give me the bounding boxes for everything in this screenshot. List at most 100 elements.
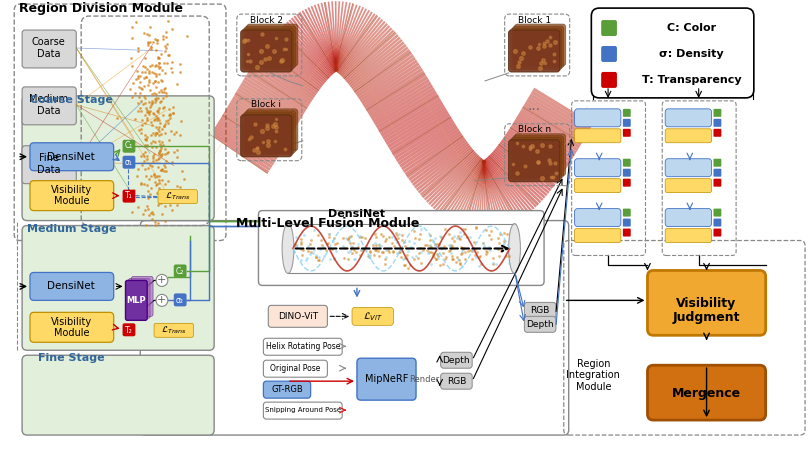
Point [166,104,179,111]
Point [162,148,175,155]
Point [452,255,465,262]
Point [347,239,360,246]
Point [146,121,159,128]
Point [167,187,180,194]
Point [149,156,162,163]
FancyBboxPatch shape [574,208,621,227]
Point [453,259,466,267]
Point [477,240,490,247]
Point [156,142,169,149]
Point [469,253,482,261]
Point [153,64,166,71]
FancyBboxPatch shape [246,24,298,66]
Point [480,227,493,234]
Point [270,35,283,42]
Point [400,254,413,261]
Point [142,70,155,77]
Point [149,99,162,106]
Point [267,122,280,130]
Point [356,233,368,241]
Polygon shape [515,117,575,157]
Text: σ₂: σ₂ [175,296,183,305]
Text: Fine
Data: Fine Data [37,153,61,175]
FancyBboxPatch shape [30,312,114,342]
FancyBboxPatch shape [263,381,310,398]
Point [242,36,255,43]
Point [377,248,389,256]
Polygon shape [482,160,520,221]
Polygon shape [390,115,451,154]
Point [141,152,154,160]
Point [428,235,441,242]
Point [158,42,171,49]
Point [391,232,404,239]
Polygon shape [334,3,351,71]
Point [305,249,318,256]
Point [125,62,138,70]
Point [166,109,179,116]
Polygon shape [406,136,465,178]
FancyBboxPatch shape [268,305,327,327]
Text: Medium
Data: Medium Data [29,94,68,116]
Point [524,143,537,150]
Point [544,142,557,150]
Point [154,98,166,106]
Polygon shape [435,157,482,212]
Point [148,150,161,157]
Point [139,136,152,143]
Point [427,250,440,257]
Ellipse shape [282,223,294,273]
Point [159,90,172,97]
FancyBboxPatch shape [123,190,136,202]
Point [166,207,179,214]
Point [317,243,330,250]
Point [358,245,371,253]
Point [134,152,147,160]
Point [512,59,525,66]
Point [173,61,186,68]
Point [380,253,393,260]
Point [149,116,162,123]
Point [261,42,274,50]
Point [151,219,164,227]
Point [439,226,452,233]
Point [548,51,561,58]
Point [139,73,152,80]
Point [157,32,170,39]
FancyBboxPatch shape [512,136,564,178]
Polygon shape [334,5,361,71]
Point [433,232,446,239]
Point [370,246,383,253]
Polygon shape [485,158,530,214]
Point [133,93,146,101]
FancyBboxPatch shape [512,26,564,68]
Point [395,236,408,243]
Polygon shape [478,161,486,230]
Point [411,254,424,261]
Point [345,243,358,250]
Point [336,235,349,242]
Point [434,261,447,268]
Polygon shape [324,2,338,71]
Polygon shape [342,27,393,78]
Point [458,255,471,263]
Point [155,86,168,94]
Point [372,241,385,248]
Point [288,242,301,249]
FancyBboxPatch shape [440,373,472,389]
Point [449,258,462,266]
Point [153,71,166,78]
Point [309,254,322,261]
Point [145,61,158,69]
Point [532,158,545,166]
Point [427,238,440,245]
Point [479,248,492,255]
Point [436,244,448,251]
Point [378,261,391,268]
Point [162,136,175,143]
Point [409,252,422,259]
FancyBboxPatch shape [524,316,556,332]
Polygon shape [521,107,582,146]
Polygon shape [379,96,440,134]
FancyBboxPatch shape [263,360,327,377]
